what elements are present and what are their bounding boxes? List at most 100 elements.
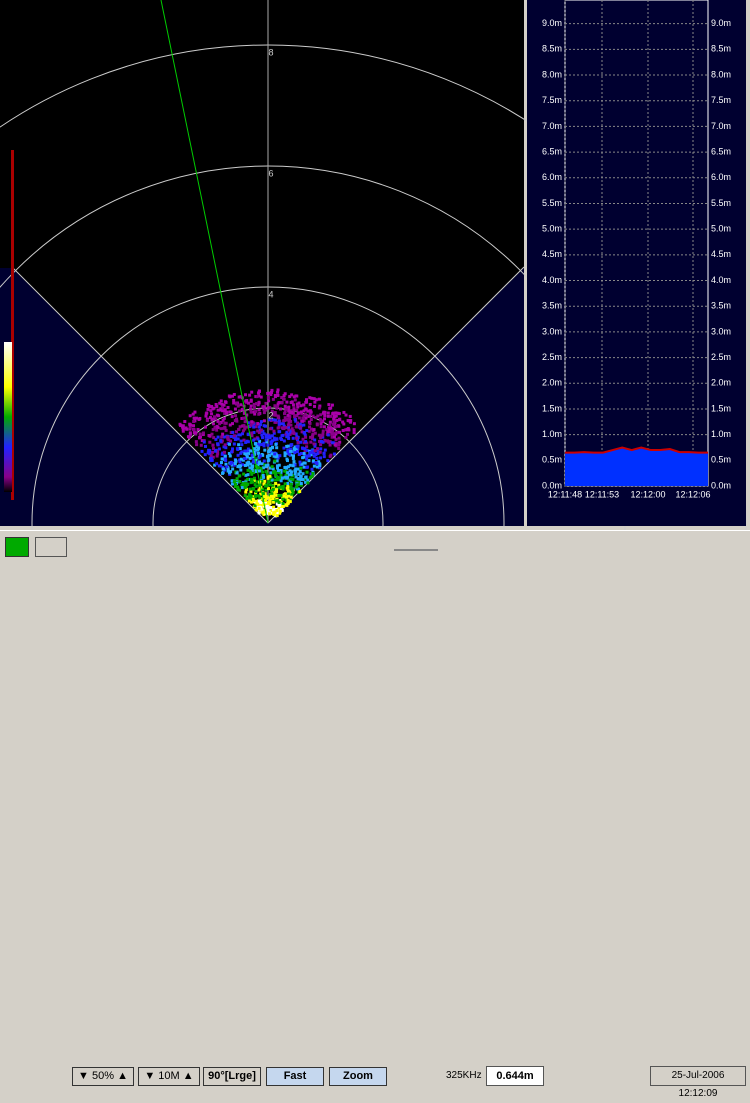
- echo: [326, 433, 330, 437]
- echo: [311, 451, 315, 455]
- echo: [312, 397, 316, 401]
- echo: [317, 406, 321, 410]
- echo: [277, 425, 281, 429]
- echo: [328, 454, 332, 458]
- echo: [246, 463, 250, 467]
- echo: [234, 430, 238, 434]
- echo: [328, 423, 332, 427]
- echo: [318, 450, 322, 454]
- echo: [277, 421, 281, 425]
- echo: [237, 427, 241, 431]
- echo: [346, 427, 350, 431]
- echo: [258, 454, 262, 458]
- echo: [331, 422, 335, 426]
- echo: [318, 404, 322, 408]
- frequency-label: 325KHz: [446, 1070, 482, 1081]
- echo: [283, 492, 287, 496]
- echo: [218, 401, 222, 405]
- echo: [290, 488, 294, 492]
- echo: [312, 464, 316, 468]
- echo: [297, 401, 301, 405]
- play-button[interactable]: [5, 537, 29, 557]
- echo: [206, 407, 210, 411]
- echo: [277, 494, 281, 498]
- echo: [289, 482, 293, 486]
- echo: [184, 426, 188, 430]
- echo: [252, 459, 256, 463]
- echo: [232, 398, 236, 402]
- echo: [276, 475, 280, 479]
- fan-background: [0, 0, 524, 523]
- echo: [254, 493, 258, 497]
- echo: [251, 486, 255, 490]
- echo: [252, 410, 256, 414]
- echo: [254, 461, 258, 465]
- echo: [268, 391, 272, 395]
- echo: [318, 462, 322, 466]
- echo: [308, 412, 312, 416]
- toolbar: ▼ 50% ▲ ▼ 10M ▲ 90°[Lrge] Fast Zoom 325K…: [0, 530, 750, 1099]
- depth-readout: 0.644m: [486, 1066, 544, 1086]
- echo: [257, 506, 261, 510]
- frequency-slider[interactable]: [394, 541, 438, 551]
- echo: [226, 467, 230, 471]
- echo: [320, 434, 324, 438]
- echo: [287, 473, 291, 477]
- echo: [314, 452, 318, 456]
- echo: [275, 437, 279, 441]
- echo: [206, 451, 210, 455]
- echo: [272, 429, 276, 433]
- echo: [257, 446, 261, 450]
- echo: [272, 436, 276, 440]
- echo: [283, 392, 287, 396]
- echo: [215, 424, 219, 428]
- echo: [245, 461, 249, 465]
- echo: [315, 462, 319, 466]
- echo: [248, 456, 252, 460]
- beam-button[interactable]: 90°[Lrge]: [203, 1067, 261, 1086]
- echo: [275, 405, 279, 409]
- echo: [234, 482, 238, 486]
- echo: [237, 488, 241, 492]
- y-tick-label: 1.0m: [542, 429, 562, 439]
- range-control[interactable]: ▼ 10M ▲: [138, 1067, 200, 1086]
- echo: [304, 398, 308, 402]
- search-button[interactable]: [35, 537, 67, 557]
- echo: [255, 480, 259, 484]
- echo: [257, 425, 261, 429]
- echo: [299, 452, 303, 456]
- color-scale-edge: [11, 150, 14, 500]
- echo: [232, 463, 236, 467]
- echo: [283, 503, 287, 507]
- echo: [286, 488, 290, 492]
- echo: [286, 434, 290, 438]
- zoom-button[interactable]: Zoom: [329, 1067, 387, 1086]
- echo: [302, 419, 306, 423]
- echo: [246, 496, 250, 500]
- echo: [290, 443, 294, 447]
- echo: [264, 438, 268, 442]
- echo: [312, 442, 316, 446]
- echo: [279, 436, 283, 440]
- y-tick-label-right: 4.5m: [711, 249, 731, 259]
- echo: [291, 456, 295, 460]
- speed-button[interactable]: Fast: [266, 1067, 324, 1086]
- echo: [252, 425, 256, 429]
- echo: [265, 504, 269, 508]
- echo: [263, 484, 267, 488]
- echo: [282, 446, 286, 450]
- echo: [318, 466, 322, 470]
- echo: [289, 401, 293, 405]
- echo: [313, 400, 317, 404]
- echo: [220, 457, 224, 461]
- echo: [318, 464, 322, 468]
- echo: [261, 436, 265, 440]
- datetime: 25-Jul-2006 12:12:09: [650, 1066, 746, 1099]
- echo: [223, 426, 227, 430]
- gain-control[interactable]: ▼ 50% ▲: [72, 1067, 134, 1086]
- echo: [263, 479, 267, 483]
- echo: [304, 416, 308, 420]
- echo: [298, 422, 302, 426]
- echo: [267, 502, 271, 506]
- echo: [262, 510, 266, 514]
